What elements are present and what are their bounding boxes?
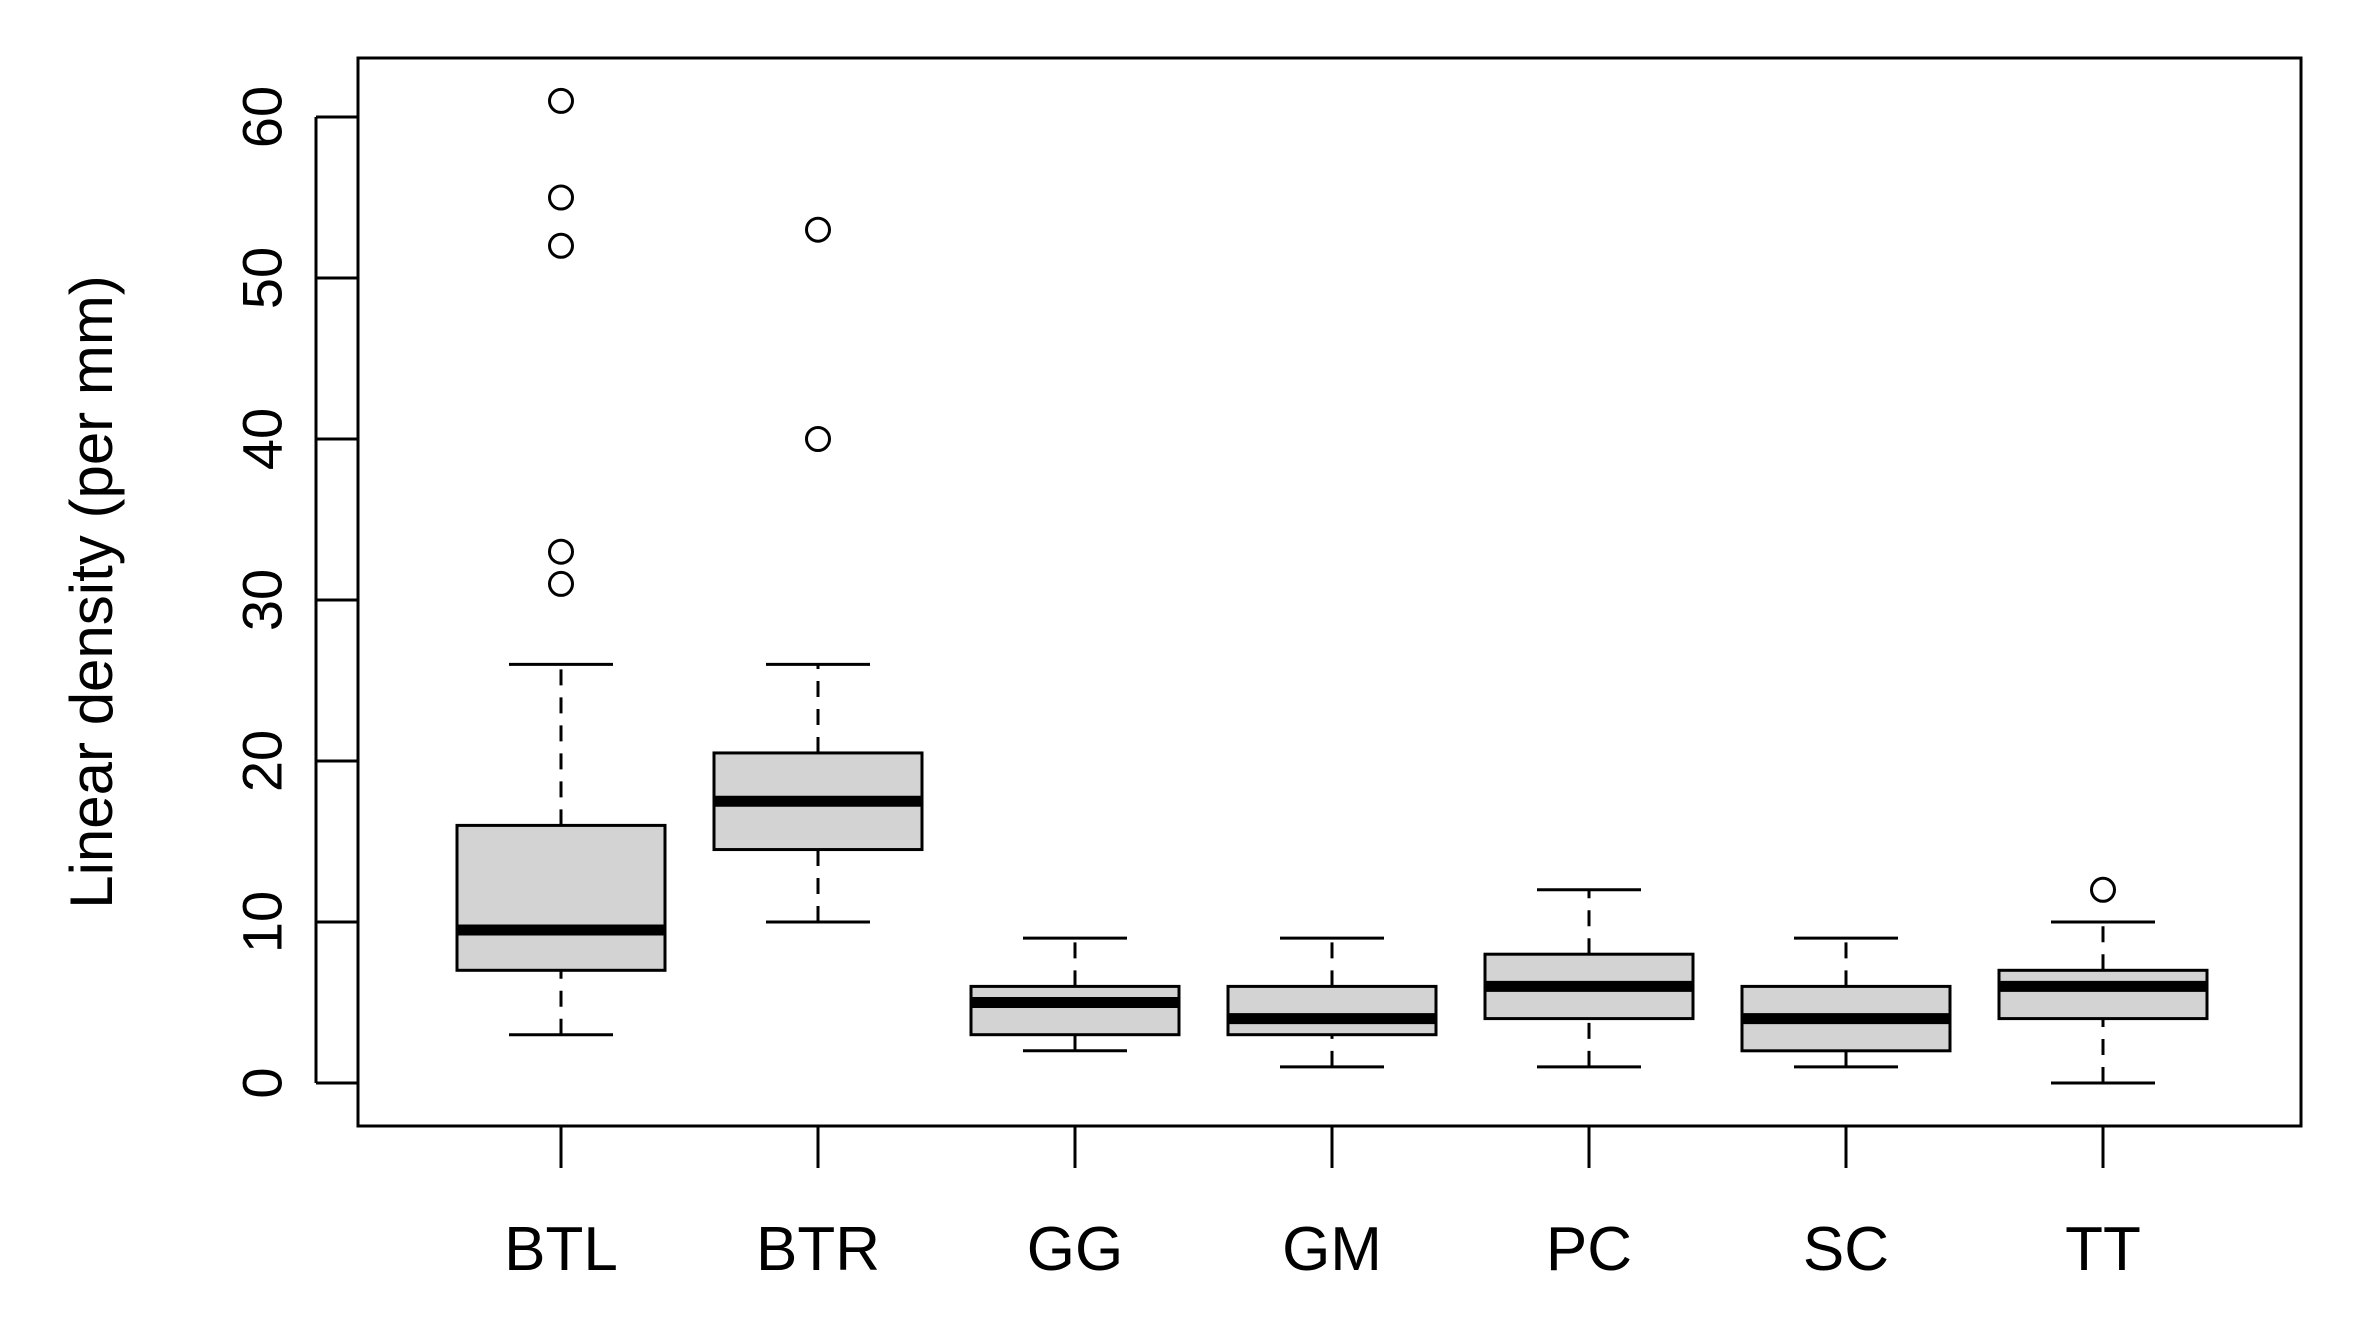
- outlier-point: [548, 184, 574, 211]
- box-gg: [969, 984, 1181, 1037]
- y-tick-label: 0: [231, 1067, 294, 1098]
- outlier-point: [548, 538, 574, 565]
- x-tick-label: BTR: [756, 1215, 880, 1284]
- outlier-point: [548, 570, 574, 597]
- outlier-point: [2090, 876, 2116, 903]
- x-tick-label: PC: [1546, 1215, 1632, 1284]
- x-tick-label: BTL: [504, 1215, 618, 1284]
- y-axis-label: Linear density (per mm): [58, 275, 125, 909]
- box-btl: [455, 823, 667, 972]
- box-gm: [1226, 984, 1438, 1037]
- x-tick-label: SC: [1803, 1215, 1889, 1284]
- x-tick-label: GM: [1282, 1215, 1382, 1284]
- x-tick-label: TT: [2065, 1215, 2141, 1284]
- y-tick-label: 20: [231, 730, 294, 792]
- y-tick-label: 60: [231, 86, 294, 148]
- x-tick-label: GG: [1027, 1215, 1123, 1284]
- y-tick-label: 30: [231, 569, 294, 631]
- y-tick-label: 50: [231, 247, 294, 309]
- box-tt: [1997, 968, 2209, 1021]
- outlier-point: [805, 216, 831, 243]
- outlier-point: [548, 87, 574, 114]
- y-tick-label: 10: [231, 891, 294, 953]
- outlier-point: [548, 232, 574, 259]
- y-tick-label: 40: [231, 408, 294, 470]
- outlier-point: [805, 426, 831, 452]
